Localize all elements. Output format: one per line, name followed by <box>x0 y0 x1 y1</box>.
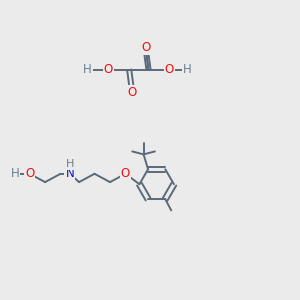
Text: H: H <box>66 159 74 169</box>
Text: O: O <box>128 85 137 98</box>
Text: H: H <box>11 167 19 180</box>
Text: H: H <box>183 63 191 76</box>
Text: O: O <box>104 63 113 76</box>
Text: N: N <box>65 167 74 180</box>
Text: H: H <box>83 63 92 76</box>
Text: O: O <box>121 167 130 180</box>
Text: O: O <box>25 167 34 180</box>
Text: O: O <box>165 63 174 76</box>
Text: O: O <box>141 41 150 54</box>
